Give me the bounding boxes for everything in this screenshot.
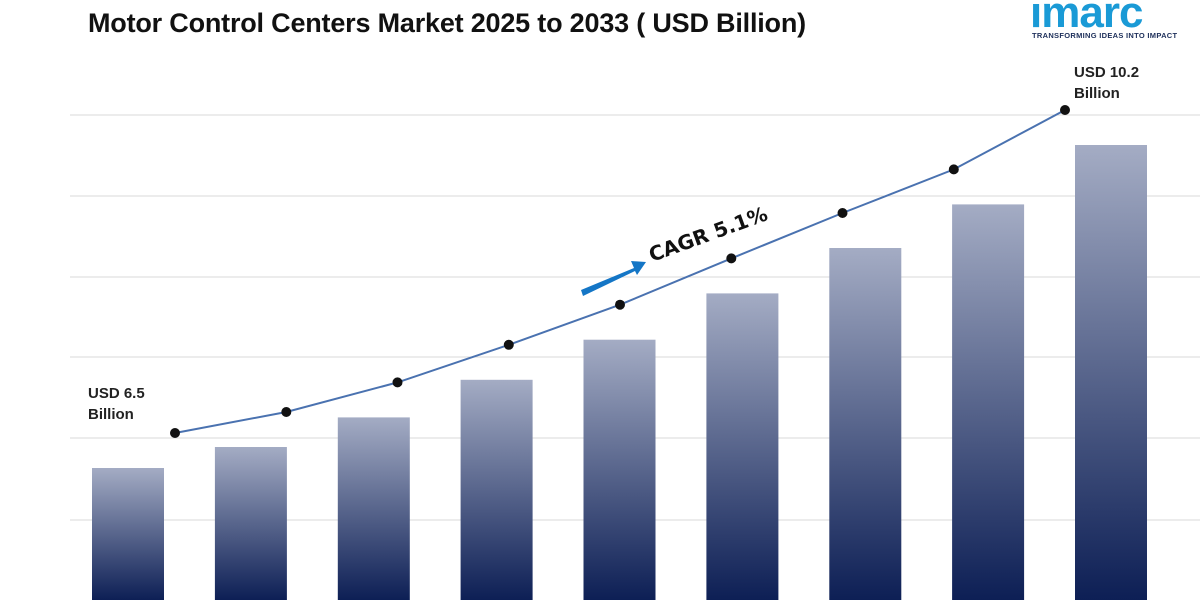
- bar-2030: [706, 293, 779, 600]
- trend-point-2032: [948, 164, 959, 175]
- bar-2031: [829, 248, 902, 600]
- trend-point-2026: [281, 407, 292, 417]
- bar-2032: [952, 204, 1025, 600]
- bars: [92, 145, 1147, 600]
- trend-point-2028: [503, 339, 514, 350]
- bar-2025: [92, 468, 164, 600]
- logo-wordmark: imarc: [1030, 0, 1143, 37]
- end-annotation: USD 10.2 Billion: [1074, 62, 1139, 104]
- trend-point-2033: [1060, 105, 1070, 115]
- bar-2029: [583, 339, 656, 600]
- trend-point-2030: [726, 253, 737, 264]
- trend-point-2025: [170, 428, 180, 438]
- arrow-right-icon: [581, 261, 646, 296]
- chart-title: Motor Control Centers Market 2025 to 203…: [88, 8, 806, 38]
- bar-2026: [214, 447, 287, 600]
- trend-point-2031: [837, 208, 848, 218]
- start-value: USD 6.5: [88, 385, 145, 402]
- cagr-label: CAGR 5.1%: [646, 202, 771, 267]
- trend-line: [170, 105, 1070, 438]
- end-value: USD 10.2: [1074, 64, 1140, 81]
- bar-2027: [337, 417, 410, 600]
- start-unit: Billion: [88, 406, 134, 423]
- bar-2033: [1075, 145, 1147, 600]
- trend-point-2027: [392, 377, 403, 388]
- imarc-logo: imarc TRANSFORMING IDEAS INTO IMPACT: [1030, 0, 1180, 44]
- start-annotation: USD 6.5 Billion: [88, 383, 145, 425]
- logo-tagline: TRANSFORMING IDEAS INTO IMPACT: [1032, 31, 1178, 40]
- cagr-arrow-icon: [581, 261, 646, 296]
- trend-point-2029: [615, 299, 625, 310]
- bar-2028: [460, 379, 533, 600]
- end-unit: Billion: [1074, 85, 1120, 102]
